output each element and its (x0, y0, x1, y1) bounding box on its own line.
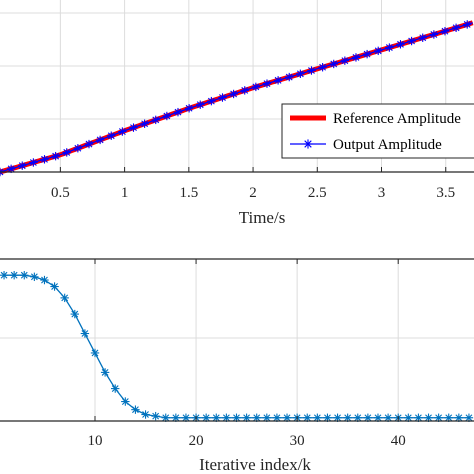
bottom-x-axis-label: Iterative index/k (199, 455, 311, 474)
output-marker-30 (329, 59, 338, 69)
output-marker-31 (340, 56, 350, 65)
iteration-marker-41 (414, 413, 423, 422)
top-x-tick-label-2: 1.5 (179, 185, 198, 201)
iteration-marker-8 (80, 329, 90, 338)
top-x-tick-label-0: 0.5 (51, 185, 70, 201)
iteration-marker-6 (60, 293, 69, 303)
top-x-tick-label-4: 2.5 (308, 185, 327, 201)
output-marker-22 (240, 86, 249, 95)
output-marker-13 (140, 119, 149, 128)
iteration-marker-45 (454, 413, 464, 422)
output-marker-37 (407, 36, 416, 46)
bottom-tick-labels: 10 20 30 40 (88, 433, 406, 449)
output-marker-19 (207, 96, 216, 106)
output-marker-15 (162, 111, 172, 121)
top-x-axis-label: Time/s (239, 208, 286, 227)
bottom-x-tick-label-2: 30 (290, 433, 305, 449)
iteration-marker-9 (90, 348, 100, 358)
bottom-plot-area (0, 259, 474, 421)
iteration-marker-2 (20, 271, 29, 280)
output-marker-23 (251, 82, 261, 92)
output-marker-26 (285, 72, 294, 82)
output-marker-34 (374, 46, 383, 56)
iteration-marker-10 (100, 368, 110, 377)
iteration-marker-12 (121, 397, 130, 406)
iteration-marker-14 (141, 410, 150, 419)
legend-marker-output (303, 139, 313, 149)
output-marker-5 (51, 151, 60, 161)
output-marker-14 (151, 115, 160, 125)
output-marker-4 (40, 155, 49, 164)
output-marker-36 (396, 40, 405, 49)
iteration-marker-36 (363, 413, 373, 422)
top-x-tick-label-6: 3.5 (436, 185, 455, 201)
iteration-marker-7 (70, 309, 79, 319)
bottom-x-tick-label-0: 10 (88, 433, 103, 449)
output-marker-33 (362, 49, 372, 59)
top-axes (0, 167, 474, 173)
legend-output-asterisk (303, 139, 313, 149)
output-marker-38 (418, 33, 427, 42)
top-chart: 0.5 1 1.5 2 2.5 3 3.5 Time/s Reference Amplitu… (0, 0, 474, 227)
bottom-x-tick-label-1: 20 (189, 433, 204, 449)
legend-box (281, 103, 474, 159)
legend: Reference Amplitude Output Amplitude (281, 103, 474, 159)
top-series-group (0, 20, 474, 177)
iteration-marker-21 (212, 413, 221, 422)
iteration-marker-15 (151, 411, 160, 421)
bottom-chart: 10 20 30 40 Iterative index/k (0, 258, 474, 474)
bottom-axes (0, 258, 474, 422)
output-marker-24 (262, 79, 272, 88)
output-marker-41 (451, 23, 461, 33)
output-marker-2 (18, 161, 27, 170)
iteration-marker-5 (50, 282, 59, 291)
legend-label-reference: Reference Amplitude (333, 111, 461, 127)
output-marker-35 (385, 43, 394, 52)
top-x-tick-label-1: 1 (121, 185, 129, 201)
output-marker-25 (273, 76, 283, 85)
output-marker-20 (218, 93, 227, 102)
top-x-tick-label-3: 2 (249, 185, 257, 201)
output-marker-7 (73, 144, 83, 153)
bottom-x-tick-label-3: 40 (391, 433, 406, 449)
output-marker-40 (440, 26, 450, 36)
output-marker-8 (84, 139, 94, 149)
output-marker-39 (429, 30, 439, 39)
iteration-marker-1 (9, 271, 19, 280)
iteration-marker-37 (373, 413, 383, 422)
iteration-marker-32 (323, 413, 332, 422)
output-marker-6 (62, 148, 71, 157)
output-marker-27 (296, 69, 305, 78)
output-marker-18 (196, 100, 205, 109)
output-marker-21 (229, 89, 238, 99)
iteration-marker-24 (242, 413, 251, 422)
iteration-marker-11 (111, 384, 120, 393)
iteration-marker-3 (30, 272, 39, 282)
series-output-amplitude-markers (0, 20, 472, 177)
output-marker-10 (107, 131, 116, 140)
iteration-marker-0 (0, 271, 9, 280)
output-marker-28 (307, 66, 316, 75)
output-marker-9 (95, 135, 105, 145)
iteration-marker-16 (161, 413, 170, 422)
top-tick-labels: 0.5 1 1.5 2 2.5 3 3.5 (51, 185, 455, 201)
legend-label-output: Output Amplitude (333, 137, 442, 153)
output-marker-42 (463, 20, 472, 29)
output-marker-17 (184, 104, 194, 113)
iteration-marker-26 (262, 413, 272, 422)
iteration-marker-13 (131, 405, 140, 414)
output-marker-32 (351, 53, 361, 62)
output-marker-12 (129, 123, 138, 132)
output-marker-29 (318, 63, 327, 72)
iteration-marker-4 (40, 275, 49, 285)
output-marker-16 (173, 107, 183, 117)
output-marker-11 (118, 127, 127, 136)
bottom-grid (0, 259, 474, 421)
output-marker-3 (29, 158, 38, 167)
top-x-tick-label-5: 3 (378, 185, 386, 201)
